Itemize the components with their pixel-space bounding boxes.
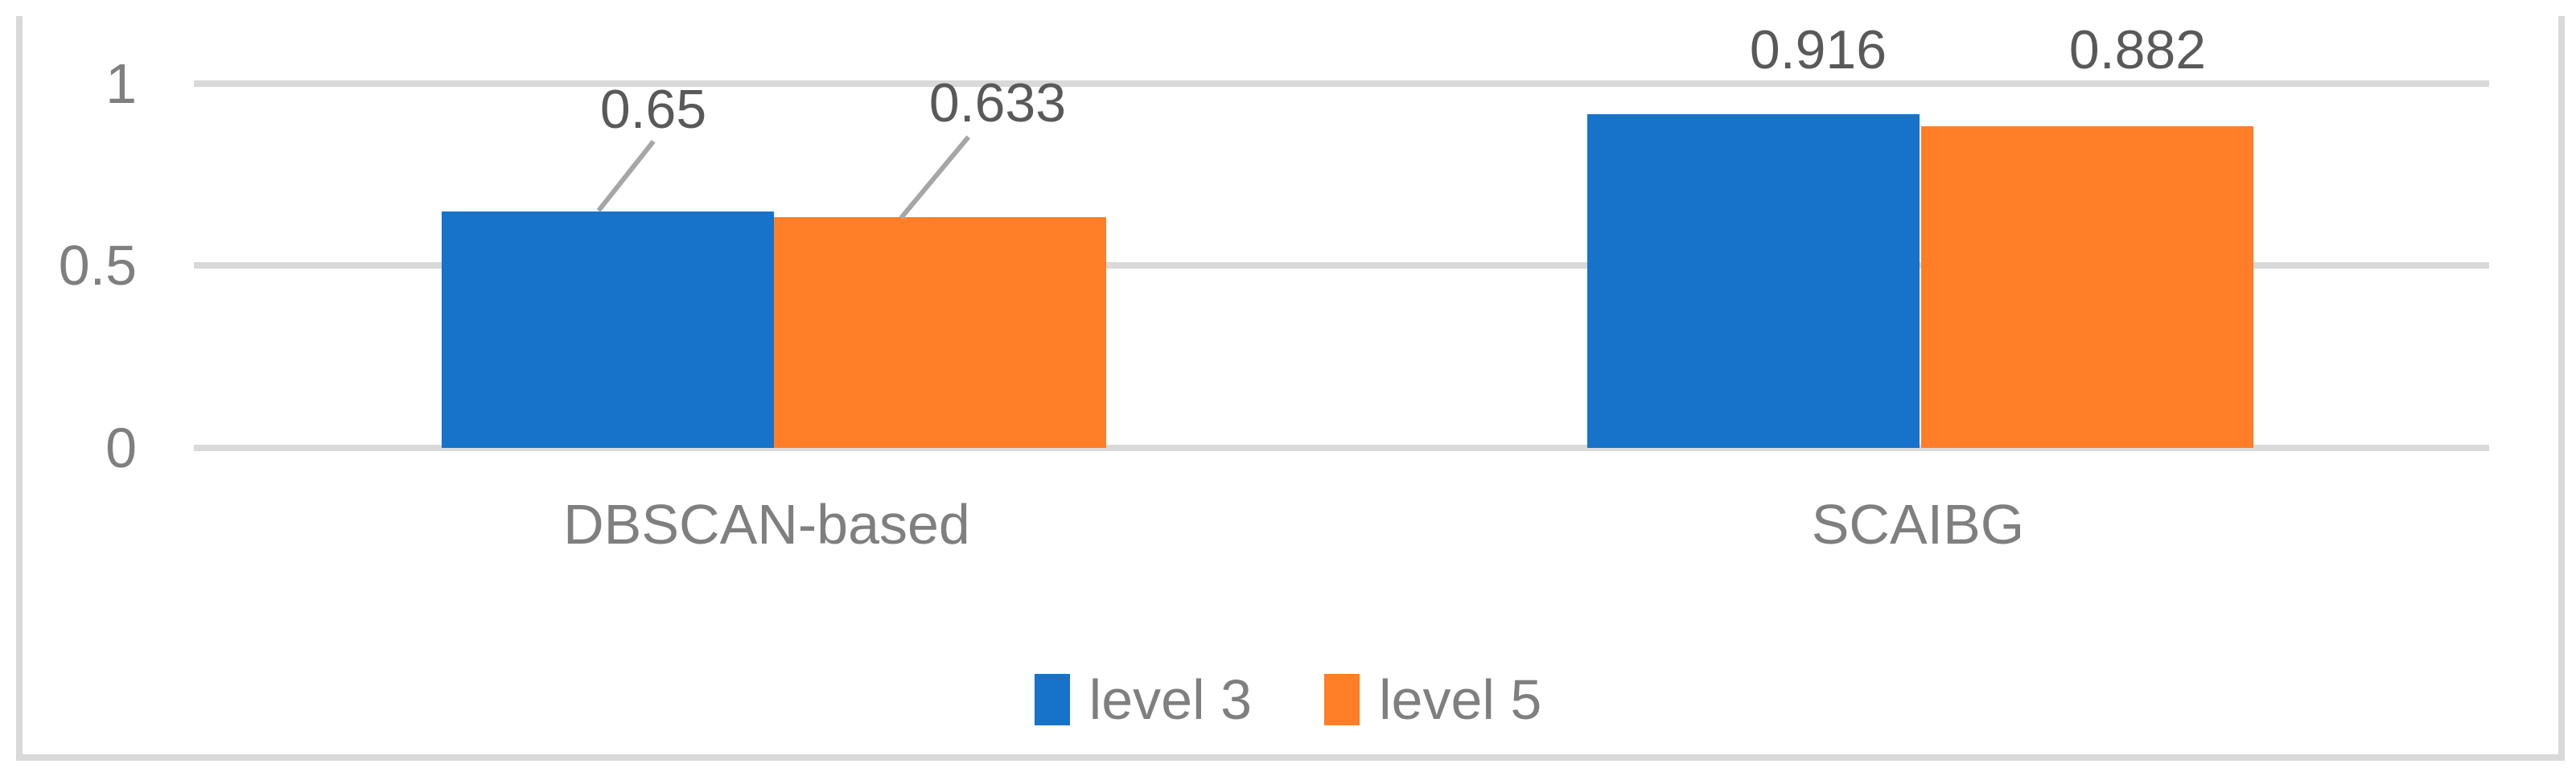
gridline-0-5 bbox=[194, 262, 2489, 269]
y-axis-tick-0-5: 0.5 bbox=[58, 234, 137, 297]
legend-label-level-3: level 3 bbox=[1088, 668, 1252, 731]
gridline-1 bbox=[194, 80, 2489, 87]
legend-marker-level-5 bbox=[1324, 674, 1360, 725]
data-label-level3-dbscan: 0.65 bbox=[599, 79, 707, 140]
legend-item-level-3: level 3 bbox=[1034, 667, 1252, 732]
gridline-0 bbox=[194, 445, 2489, 451]
category-label-scaibg: SCAIBG bbox=[1811, 493, 2025, 556]
legend-item-level-5: level 5 bbox=[1324, 667, 1541, 732]
chart-border-right bbox=[2558, 16, 2565, 759]
bar-level-3-dbscan-based bbox=[442, 211, 774, 448]
bar-level-3-scaibg bbox=[1587, 114, 1920, 448]
data-label-level5-dbscan: 0.633 bbox=[928, 72, 1067, 133]
legend-label-level-5: level 5 bbox=[1379, 668, 1542, 731]
legend: level 3 level 5 bbox=[0, 663, 2576, 736]
leader-line-level5-dbscan bbox=[899, 135, 971, 220]
chart-border-left bbox=[16, 16, 23, 759]
y-axis-tick-0: 0 bbox=[105, 417, 137, 479]
bar-level-5-scaibg bbox=[1921, 126, 2253, 448]
y-axis-tick-1: 1 bbox=[105, 52, 137, 115]
legend-marker-level-3 bbox=[1034, 674, 1070, 725]
data-label-level3-scaibg: 0.916 bbox=[1749, 19, 1887, 80]
leader-line-level3-dbscan bbox=[596, 140, 656, 212]
data-label-level5-scaibg: 0.882 bbox=[2068, 19, 2207, 80]
bar-level-5-dbscan-based bbox=[774, 217, 1106, 448]
category-label-dbscan: DBSCAN-based bbox=[563, 493, 970, 556]
chart-border-bottom bbox=[16, 754, 2565, 761]
